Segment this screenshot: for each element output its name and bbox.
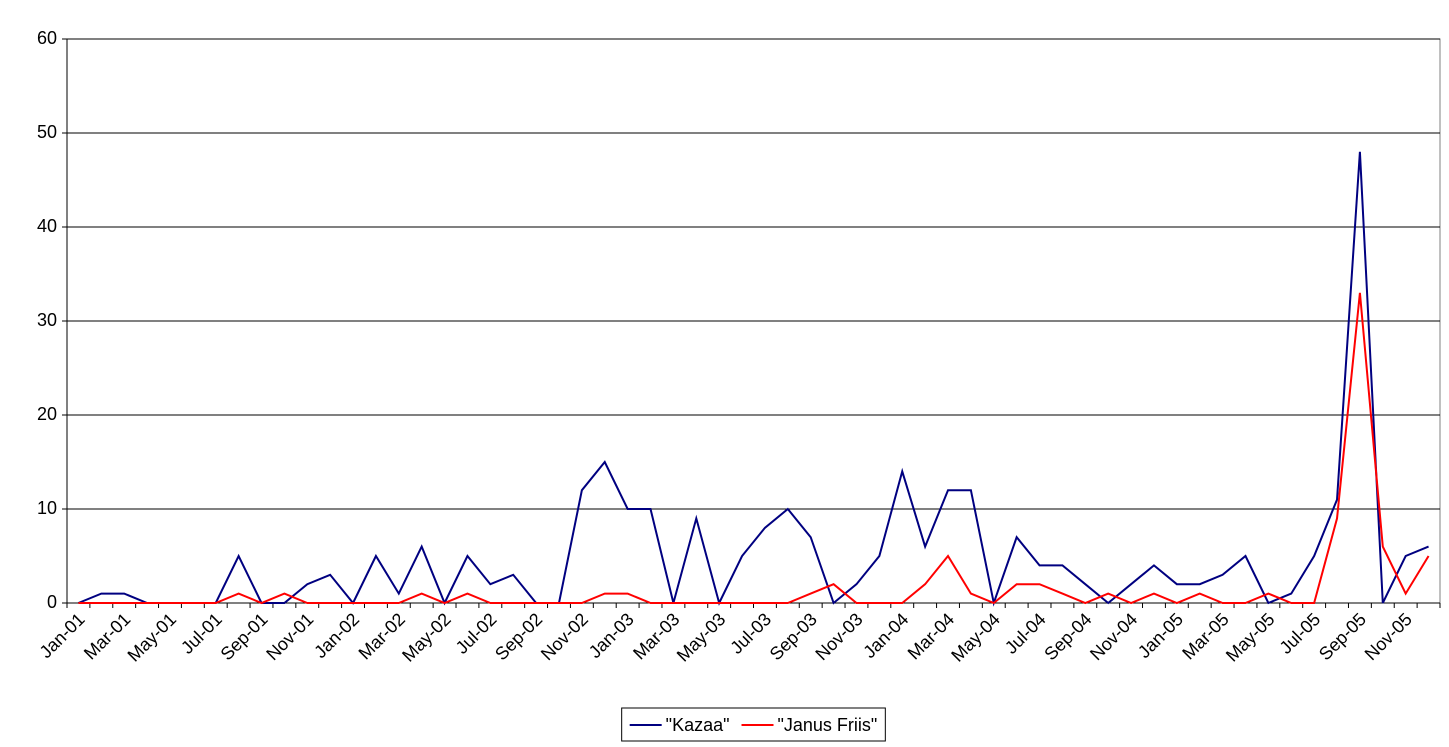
x-tick-label: Jan-05 [1134, 609, 1187, 662]
x-tick-label: Sep-04 [1040, 609, 1095, 664]
legend-label: "Kazaa" [666, 715, 730, 735]
x-tick-label: Nov-01 [262, 609, 317, 664]
y-tick-label: 40 [37, 216, 57, 236]
x-tick-label: May-01 [124, 609, 181, 666]
x-tick-label: Sep-01 [217, 609, 272, 664]
y-tick-label: 10 [37, 498, 57, 518]
x-tick-label: Sep-02 [491, 609, 546, 664]
x-tick-label: Sep-05 [1315, 609, 1370, 664]
y-tick-label: 60 [37, 28, 57, 48]
x-tick-label: May-03 [673, 609, 730, 666]
legend: "Kazaa" "Janus Friis" [621, 707, 886, 742]
x-tick-label: Nov-05 [1361, 609, 1416, 664]
series-line [78, 151, 1429, 607]
y-tick-label: 20 [37, 404, 57, 424]
y-tick-label: 30 [37, 310, 57, 330]
series-line [78, 292, 1430, 605]
x-tick-label: Jan-04 [859, 609, 912, 662]
x-tick-label: Nov-02 [537, 609, 592, 664]
x-tick-label: Nov-04 [1086, 609, 1141, 664]
x-tick-label: Jan-01 [36, 609, 89, 662]
x-tick-label: May-02 [398, 609, 455, 666]
x-tick-label: Jan-03 [585, 609, 638, 662]
x-tick-label: May-04 [947, 609, 1004, 666]
x-tick-label: Sep-03 [766, 609, 821, 664]
y-tick-label: 0 [47, 592, 57, 612]
x-tick-label: Nov-03 [811, 609, 866, 664]
y-tick-label: 50 [37, 122, 57, 142]
x-tick-label: May-05 [1222, 609, 1279, 666]
legend-label: "Janus Friis" [778, 715, 878, 735]
x-tick-label: Jan-02 [310, 609, 363, 662]
